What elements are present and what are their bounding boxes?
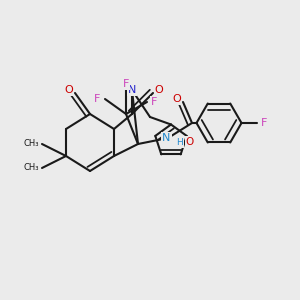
Text: F: F bbox=[123, 79, 129, 89]
Text: F: F bbox=[94, 94, 101, 104]
Text: CH₃: CH₃ bbox=[24, 140, 39, 148]
Text: F: F bbox=[151, 97, 158, 107]
Text: CH₃: CH₃ bbox=[24, 164, 39, 172]
Text: O: O bbox=[186, 137, 194, 147]
Text: N: N bbox=[128, 85, 136, 95]
Text: O: O bbox=[154, 85, 164, 95]
Text: N: N bbox=[162, 133, 171, 143]
Text: O: O bbox=[172, 94, 182, 104]
Text: F: F bbox=[261, 118, 267, 128]
Text: H: H bbox=[176, 138, 183, 147]
Text: O: O bbox=[64, 85, 74, 95]
